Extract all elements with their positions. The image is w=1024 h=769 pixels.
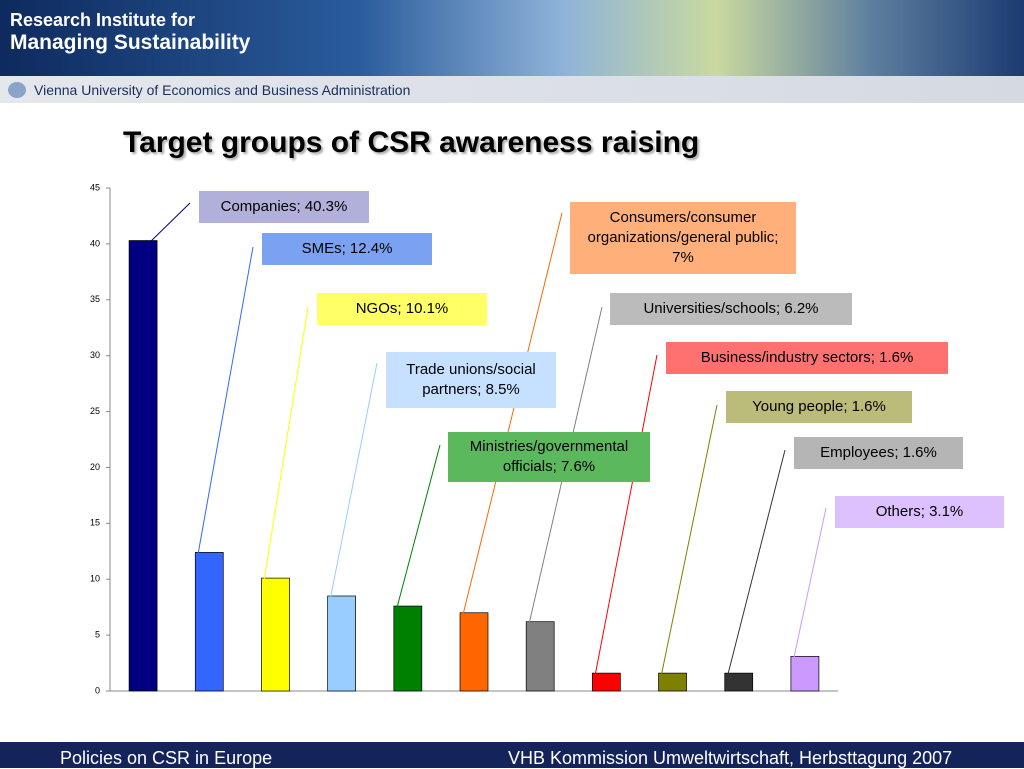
leader-line <box>660 404 718 680</box>
y-tick-label: 15 <box>90 518 100 528</box>
leader-line <box>262 306 309 585</box>
logo <box>8 82 26 98</box>
value-label: Trade unions/social partners; 8.5% <box>386 352 556 408</box>
leader-line <box>461 212 563 619</box>
leader-line <box>196 246 254 559</box>
university: Vienna University of Economics and Busin… <box>34 82 411 98</box>
bar <box>327 595 356 692</box>
y-tick-label: 30 <box>90 350 100 360</box>
y-tick-label: 20 <box>90 462 100 472</box>
chart-title: Target groups of CSR awareness raising <box>123 126 700 159</box>
value-label: Others; 3.1% <box>835 496 1004 528</box>
bar <box>261 577 290 692</box>
value-label: Companies; 40.3% <box>199 191 369 223</box>
y-tick-label: 35 <box>90 294 100 304</box>
institute-line: Research Institute for <box>10 10 196 30</box>
y-tick-label: 10 <box>90 574 100 584</box>
value-label: Young people; 1.6% <box>726 391 912 423</box>
leader-line <box>593 354 658 680</box>
footer <box>0 742 1024 768</box>
value-label: Ministries/governmental officials; 7.6% <box>448 432 650 482</box>
leader-line <box>329 362 378 603</box>
bar <box>128 240 158 692</box>
y-tick-label: 5 <box>95 629 100 639</box>
bar <box>592 672 621 692</box>
banner <box>0 0 1024 76</box>
value-label: Employees; 1.6% <box>794 437 963 469</box>
y-tick-label: 0 <box>95 685 100 695</box>
footer-left: Policies on CSR in Europe <box>60 748 273 768</box>
leader-line <box>726 449 786 680</box>
bar <box>459 612 489 692</box>
leader-line <box>395 444 441 613</box>
value-label: SMEs; 12.4% <box>262 233 432 265</box>
bar <box>194 552 224 692</box>
bar <box>525 621 555 692</box>
value-label: NGOs; 10.1% <box>317 293 487 325</box>
leader-line <box>130 202 191 261</box>
bar <box>724 672 754 692</box>
bar <box>393 605 423 692</box>
y-tick-label: 25 <box>90 406 100 416</box>
value-label: Consumers/consumer organizations/general… <box>570 202 796 274</box>
y-tick-label: 40 <box>90 238 100 248</box>
leader-line <box>792 507 827 663</box>
y-tick-label: 45 <box>90 182 100 192</box>
footer-right: VHB Kommission Umweltwirtschaft, Herbstt… <box>508 748 953 768</box>
bar <box>658 672 687 692</box>
institute-line: Managing Sustainability <box>10 31 251 54</box>
sub-banner <box>0 76 1024 103</box>
bar <box>790 655 820 692</box>
value-label: Universities/schools; 6.2% <box>610 293 852 325</box>
value-label: Business/industry sectors; 1.6% <box>666 342 948 374</box>
